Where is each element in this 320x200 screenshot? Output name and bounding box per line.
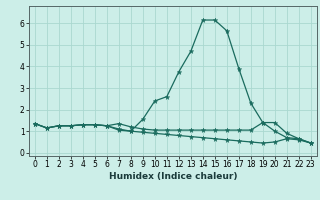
X-axis label: Humidex (Indice chaleur): Humidex (Indice chaleur)	[108, 172, 237, 181]
